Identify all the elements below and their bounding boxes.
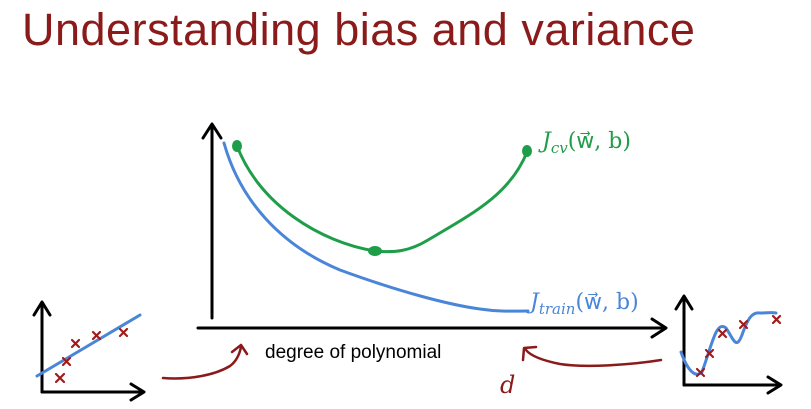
j-cv-label: Jcv(w⃗, b)	[538, 129, 631, 157]
main-plot-axes	[196, 122, 668, 339]
right-data-points	[695, 314, 782, 378]
slide-title: Understanding bias and variance	[22, 4, 696, 55]
linear-fit-line	[35, 313, 142, 378]
data-point-x-icon	[91, 330, 102, 341]
data-point-x-icon	[717, 328, 728, 339]
main-x-arrowhead-icon	[650, 317, 668, 339]
data-point-x-icon	[61, 356, 72, 367]
right-pointer-arrow-icon	[524, 348, 663, 368]
main-y-arrowhead-icon	[201, 122, 223, 140]
dot-marker-icon	[232, 140, 242, 152]
j-train-label: Jtrain(w⃗, b)	[526, 290, 639, 318]
axis-arrow-icon	[766, 375, 783, 395]
j-cv-markers	[232, 140, 532, 256]
right-mini-plot	[674, 294, 783, 395]
pointer-arrows	[161, 343, 663, 380]
data-point-x-icon	[771, 314, 782, 325]
j-cv-curve	[235, 144, 529, 254]
data-point-x-icon	[54, 372, 66, 384]
overfit-curve	[679, 311, 778, 376]
axis-arrow-icon	[32, 300, 52, 317]
axis-arrow-icon	[674, 294, 694, 311]
dot-marker-icon	[368, 246, 382, 256]
dot-marker-icon	[522, 145, 532, 157]
data-point-x-icon	[738, 319, 749, 330]
data-point-x-icon	[704, 348, 715, 359]
x-symbol-label: d	[500, 371, 515, 399]
x-axis-label: degree of polynomial	[265, 342, 441, 363]
axis-arrow-icon	[129, 382, 146, 402]
left-mini-plot	[32, 300, 146, 402]
j-train-curve	[222, 141, 530, 313]
data-point-x-icon	[70, 338, 81, 349]
data-point-x-icon	[695, 367, 706, 378]
left-data-points	[54, 327, 129, 384]
data-point-x-icon	[118, 327, 129, 338]
left-pointer-arrow-icon	[161, 345, 243, 380]
